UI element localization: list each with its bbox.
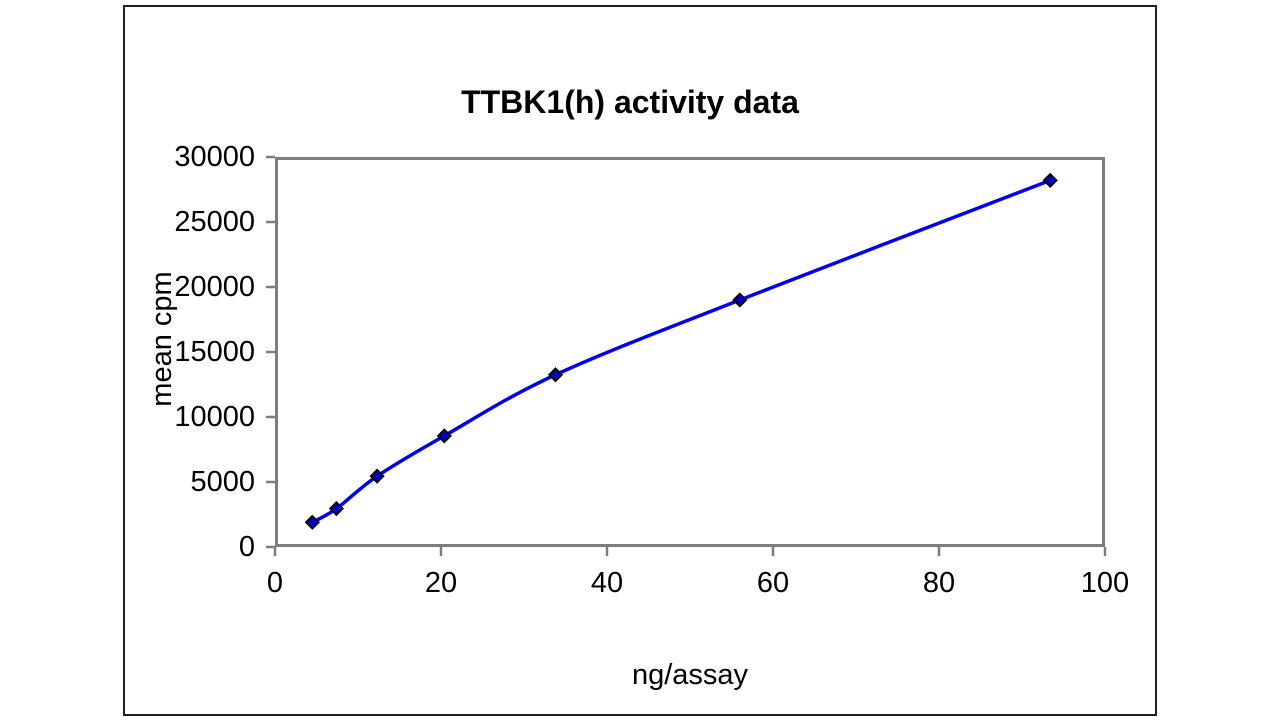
x-axis-title: ng/assay <box>631 659 749 691</box>
y-tick-label: 0 <box>238 531 255 563</box>
y-tick-label: 15000 <box>174 336 255 368</box>
data-point-marker <box>732 292 748 308</box>
y-tick-label: 5000 <box>190 466 255 498</box>
series-line <box>310 178 1052 525</box>
y-tick-label: 10000 <box>174 401 255 433</box>
x-tick-label: 20 <box>424 567 458 599</box>
data-point-marker <box>304 514 320 530</box>
y-tick-label: 20000 <box>174 271 255 303</box>
x-tick-label: 80 <box>922 567 956 599</box>
data-point-marker <box>1042 172 1058 189</box>
y-tick-label: 30000 <box>174 141 255 173</box>
data-point-marker <box>328 501 345 517</box>
chart-title: TTBK1(h) activity data <box>461 84 799 120</box>
data-point-marker <box>436 428 452 444</box>
x-tick-label: 40 <box>590 567 624 599</box>
x-tick-label: 100 <box>1080 567 1130 599</box>
plot-area <box>266 155 1107 556</box>
chart-figure: TTBK1(h) activity data mean cpm ng/assay… <box>123 5 1157 716</box>
x-tick-label: 60 <box>756 567 790 599</box>
data-point-marker <box>547 367 564 383</box>
x-tick-label: 0 <box>266 567 284 599</box>
plot-border <box>275 157 1105 547</box>
data-point-marker <box>369 468 385 484</box>
y-tick-label: 25000 <box>174 206 255 238</box>
